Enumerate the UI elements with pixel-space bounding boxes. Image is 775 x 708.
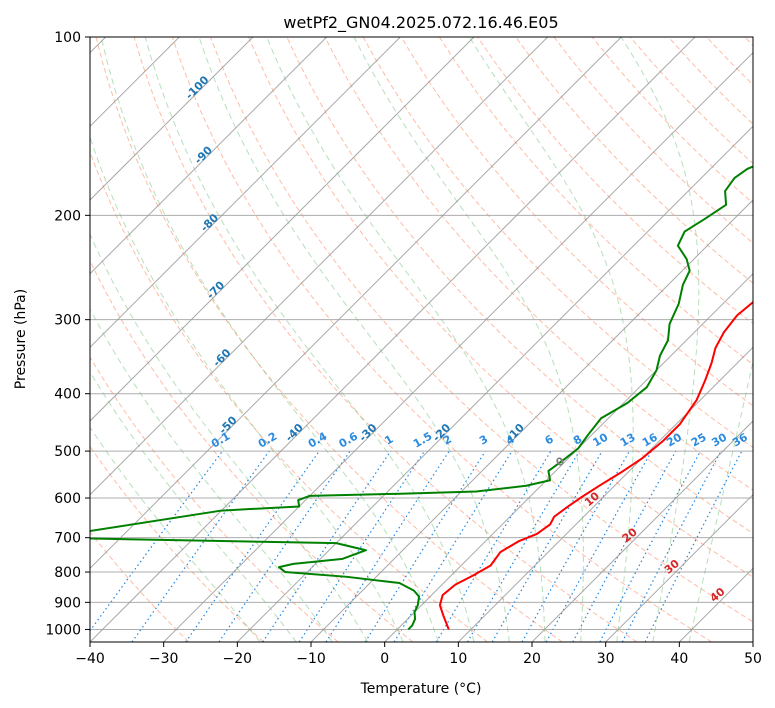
temperature-profile-line (438, 300, 753, 630)
y-tick-label: 700 (54, 531, 81, 547)
data-series-layer (90, 165, 753, 631)
moist-adiabat-line (90, 426, 261, 642)
dry-adiabat-line (95, 37, 563, 642)
dry-adiabat-line (515, 37, 753, 284)
y-tick-label: 300 (54, 313, 81, 329)
y-tick-label: 900 (54, 595, 81, 611)
y-axis-label: Pressure (hPa) (13, 289, 29, 389)
mixing-ratio-line (466, 450, 580, 642)
isotherm-line (384, 272, 753, 642)
dry-adiabat-line (324, 37, 753, 491)
dry-adiabat-line (90, 531, 190, 642)
isotherm-line (310, 199, 753, 642)
mixing-ratio-line (325, 450, 450, 642)
mixing-ratio-line (364, 450, 486, 642)
dry-adiabat-line (439, 37, 753, 366)
moist-adiabat-line (198, 37, 510, 642)
x-tick-label: −40 (75, 651, 105, 667)
mixing-ratio-line (262, 450, 392, 642)
mixing-ratio-line (131, 450, 270, 642)
y-tick-label: 200 (54, 208, 81, 224)
moist-adiabat-line (353, 37, 584, 642)
moist-adiabat-line (90, 135, 404, 642)
dry-adiabat-line (90, 356, 339, 642)
y-tick-label: 100 (54, 30, 81, 46)
x-tick-label: −30 (149, 651, 179, 667)
moist-adiabat-line (144, 37, 475, 642)
isotherm-line (531, 420, 753, 642)
dry-adiabat-line (90, 445, 264, 642)
x-axis-label: Temperature (°C) (360, 681, 482, 697)
moist-adiabat-line (266, 37, 546, 642)
axis-ticks-layer: −40 −30 −20 −10 0 10 20 30 40 50 100 200 300 400 500 60… (45, 30, 762, 667)
isotherm-line (90, 37, 401, 349)
isotherm-line (90, 37, 475, 422)
mixing-ratio-line (599, 450, 702, 642)
x-tick-label: 30 (597, 651, 615, 667)
dry-adiabat-line (133, 37, 638, 642)
moist-adiabat-line (688, 358, 753, 642)
mixing-ratio-line (572, 450, 677, 642)
x-tick-label: −20 (223, 651, 253, 667)
dry-adiabat-line (248, 37, 753, 578)
mixing-ratio-line (185, 450, 320, 642)
x-tick-label: 0 (380, 651, 389, 667)
isotherm-line (605, 493, 753, 642)
isotherm-line (236, 125, 753, 642)
moist-adiabat-line (90, 308, 333, 642)
dry-adiabat-line (90, 150, 488, 642)
y-tick-label: 600 (54, 491, 81, 507)
dewpoint-profile-line (90, 165, 753, 631)
isotherm-line (457, 346, 753, 642)
moist-adiabat-line (90, 233, 369, 642)
y-tick-label: 1000 (45, 622, 81, 638)
moist-adiabat-line (620, 37, 700, 642)
isotherm-line (90, 37, 328, 275)
mixing-ratio-line (435, 450, 552, 642)
plot-frame (89, 36, 754, 643)
x-tick-label: 10 (449, 651, 467, 667)
y-tick-label: 400 (54, 387, 81, 403)
isotherm-line (90, 37, 622, 570)
mixing-ratio-line (218, 450, 351, 642)
y-tick-label: 500 (54, 444, 81, 460)
moist-adiabat-line (90, 370, 297, 642)
x-tick-label: 50 (744, 651, 762, 667)
isotherm-line (90, 37, 254, 201)
dry-adiabat-line (171, 37, 712, 642)
dry-adiabat-line (400, 37, 753, 407)
chart-title: wetPf2_GN04.2025.072.16.46.E05 (283, 13, 558, 33)
moist-adiabat-line (100, 37, 439, 642)
isotherm-line (90, 37, 549, 496)
x-tick-label: −10 (296, 651, 326, 667)
x-tick-label: 40 (670, 651, 688, 667)
dry-adiabat-line (210, 37, 753, 623)
x-tick-label: 20 (523, 651, 541, 667)
y-tick-label: 800 (54, 565, 81, 581)
